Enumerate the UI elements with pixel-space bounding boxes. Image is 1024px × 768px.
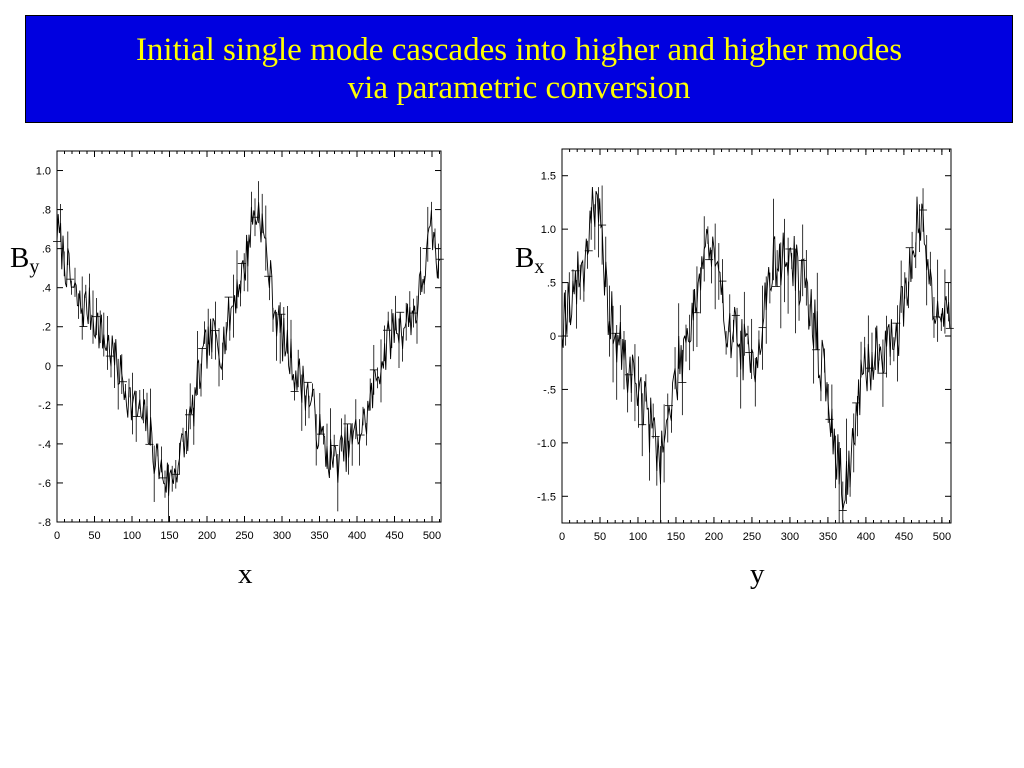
y-tick-label: .4 (42, 283, 51, 295)
y-tick-label: -.2 (38, 400, 51, 412)
x-tick-label: 0 (559, 531, 565, 543)
x-tick-label: 350 (819, 531, 837, 543)
x-tick-label: 50 (594, 531, 606, 543)
x-tick-label: 100 (123, 530, 141, 542)
y-tick-label: -.4 (38, 439, 51, 451)
x-tick-label: 300 (273, 530, 291, 542)
y-tick-label: -1.0 (537, 438, 556, 450)
x-tick-label: 450 (385, 530, 403, 542)
y-tick-label: 0 (550, 331, 556, 343)
x-tick-label: 50 (88, 530, 100, 542)
data-trace (561, 186, 951, 511)
plot-frame (561, 148, 952, 524)
x-tick-label: 400 (857, 531, 875, 543)
x-tick-label: 100 (629, 531, 647, 543)
x-tick-label: 350 (310, 530, 328, 542)
y-tick-label: 1.0 (36, 166, 51, 178)
y-tick-label: -.6 (38, 478, 51, 490)
x-tick-label: 500 (933, 531, 951, 543)
left-y-axis-label-sub: y (29, 256, 40, 278)
x-tick-label: 450 (895, 531, 913, 543)
x-tick-label: 250 (235, 530, 253, 542)
right-y-axis-label-sub: x (534, 256, 545, 278)
y-tick-label: .2 (42, 322, 51, 334)
left-y-axis-label: By (10, 242, 39, 278)
y-tick-label: -.5 (543, 384, 556, 396)
right-x-axis-label: y (750, 558, 765, 590)
x-tick-label: 200 (705, 531, 723, 543)
x-tick-label: 150 (667, 531, 685, 543)
left-y-axis-label-base: B (10, 242, 30, 274)
y-tick-label: .5 (547, 278, 556, 290)
title-line-1: Initial single mode cascades into higher… (135, 32, 903, 68)
x-tick-label: 250 (743, 531, 761, 543)
y-tick-label: .6 (42, 244, 51, 256)
y-tick-label: 1.0 (541, 224, 556, 236)
title-banner: Initial single mode cascades into higher… (25, 15, 1013, 123)
y-tick-label: -1.5 (537, 491, 556, 503)
x-tick-label: 500 (423, 530, 441, 542)
left-x-axis-label: x (238, 558, 253, 590)
data-trace (56, 202, 441, 496)
y-tick-label: 1.5 (541, 171, 556, 183)
x-tick-label: 400 (348, 530, 366, 542)
y-tick-label: .8 (42, 205, 51, 217)
title-line-2: via parametric conversion (347, 70, 691, 106)
right-y-axis-label-base: B (515, 242, 535, 274)
x-tick-label: 300 (781, 531, 799, 543)
x-tick-label: 200 (198, 530, 216, 542)
plot-frame (56, 150, 442, 523)
y-tick-label: 0 (45, 361, 51, 373)
right-y-axis-label: Bx (515, 242, 544, 278)
y-tick-label: -.8 (38, 517, 51, 529)
x-tick-label: 0 (54, 530, 60, 542)
x-tick-label: 150 (160, 530, 178, 542)
